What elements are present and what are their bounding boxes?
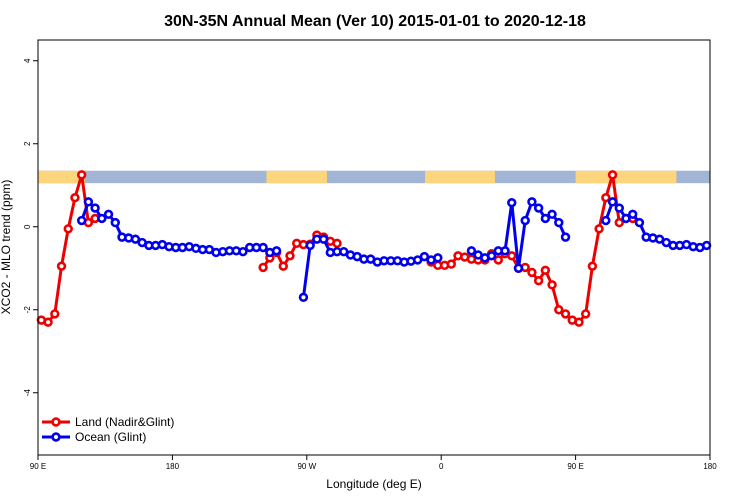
data-point: [50, 309, 60, 319]
data-point: [97, 213, 107, 224]
data-point: [500, 246, 510, 256]
data-point: [110, 217, 120, 228]
data-point: [63, 224, 73, 234]
data-point: [601, 193, 611, 203]
data-point: [76, 170, 87, 180]
land-band-segment: [38, 170, 86, 184]
data-point: [634, 217, 645, 228]
data-point: [540, 265, 551, 276]
data-point: [527, 197, 537, 207]
data-point: [614, 203, 624, 213]
data-point: [298, 292, 309, 302]
data-point: [493, 255, 504, 265]
x-axis: 90 E 180 90 W 0 90 E 180: [30, 455, 717, 471]
land-band-segment: [425, 170, 495, 184]
data-point: [513, 263, 524, 273]
data-point: [554, 217, 564, 228]
data-point: [305, 240, 315, 251]
data-point: [56, 261, 67, 271]
data-point: [533, 203, 544, 213]
legend-label: Land (Nadir&Glint): [75, 415, 174, 429]
data-point: [607, 197, 618, 207]
data-point: [520, 215, 530, 226]
data-point: [466, 246, 477, 256]
data-point: [547, 280, 557, 290]
landmask-band: [38, 170, 710, 184]
data-point: [554, 305, 564, 315]
data-point: [527, 267, 537, 278]
series-layer: [36, 170, 712, 327]
data-point: [70, 193, 80, 203]
data-point: [258, 262, 268, 273]
x-tick-label: 90 E: [30, 462, 46, 471]
y-tick-label: 4: [23, 58, 32, 63]
data-point: [701, 240, 712, 251]
series-ocean: [76, 197, 712, 302]
data-point: [533, 276, 544, 286]
data-point: [486, 251, 497, 261]
series-line: [301, 237, 439, 298]
data-point: [621, 213, 631, 224]
data-point: [446, 259, 456, 269]
data-point: [76, 215, 87, 226]
x-tick-label: 90 E: [567, 462, 583, 471]
y-tick-label: 2: [23, 141, 32, 146]
legend-marker: [51, 417, 61, 427]
data-point: [560, 309, 571, 319]
plot-frame: [37, 39, 711, 456]
x-axis-label: Longitude (deg E): [326, 477, 421, 491]
data-point: [43, 317, 53, 327]
data-point: [271, 246, 282, 256]
x-tick-label: 180: [166, 462, 180, 471]
data-point: [90, 203, 100, 213]
y-tick-label: -2: [23, 306, 32, 314]
x-tick-label: 180: [703, 462, 717, 471]
data-point: [547, 209, 557, 220]
chart-title: 30N-35N Annual Mean (Ver 10) 2015-01-01 …: [164, 13, 586, 30]
legend-label: Ocean (Glint): [75, 430, 146, 444]
data-point: [507, 197, 517, 208]
data-point: [614, 217, 624, 228]
data-point: [607, 170, 618, 180]
data-point: [238, 246, 248, 257]
data-point: [332, 238, 342, 249]
y-tick-label: -4: [23, 389, 32, 397]
data-point: [560, 232, 571, 242]
x-tick-label: 90 W: [297, 462, 316, 471]
ocean-band: [38, 170, 710, 184]
x-tick-label: 0: [439, 462, 444, 471]
data-point: [318, 234, 329, 244]
data-point: [540, 213, 551, 224]
data-point: [580, 309, 591, 319]
data-point: [285, 251, 295, 261]
land-band-segment: [575, 170, 677, 184]
legend-marker: [51, 432, 61, 442]
series-line: [40, 174, 96, 324]
data-point: [103, 209, 114, 220]
data-point: [278, 261, 288, 271]
land-band-segment: [266, 170, 327, 184]
data-point: [507, 251, 517, 261]
y-axis: -4 -2 0 2 4: [23, 58, 38, 396]
data-point: [601, 215, 611, 226]
data-point: [258, 242, 268, 253]
y-axis-label: XCO2 - MLO trend (ppm): [0, 180, 13, 315]
data-point: [574, 317, 584, 327]
data-point: [587, 261, 598, 271]
data-point: [83, 197, 94, 207]
y-tick-label: 0: [23, 224, 32, 229]
legend: Land (Nadir&Glint)Ocean (Glint): [42, 415, 174, 444]
data-point: [628, 209, 638, 220]
data-point: [433, 253, 443, 263]
data-point: [594, 224, 604, 234]
